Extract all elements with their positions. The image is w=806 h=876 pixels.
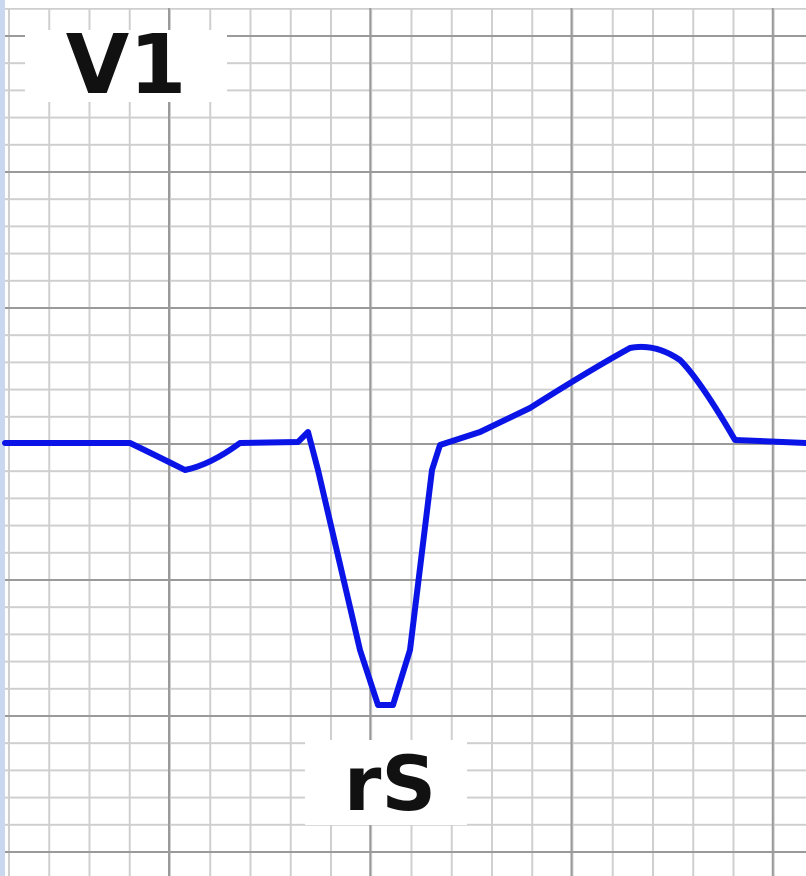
ecg-trace [2, 343, 806, 708]
lead-label: V1 [66, 18, 187, 113]
complex-label-box [305, 740, 467, 825]
left-border [0, 0, 5, 876]
lead-label-box [25, 30, 227, 102]
complex-label: rS [344, 739, 436, 828]
top-margin [0, 0, 806, 8]
